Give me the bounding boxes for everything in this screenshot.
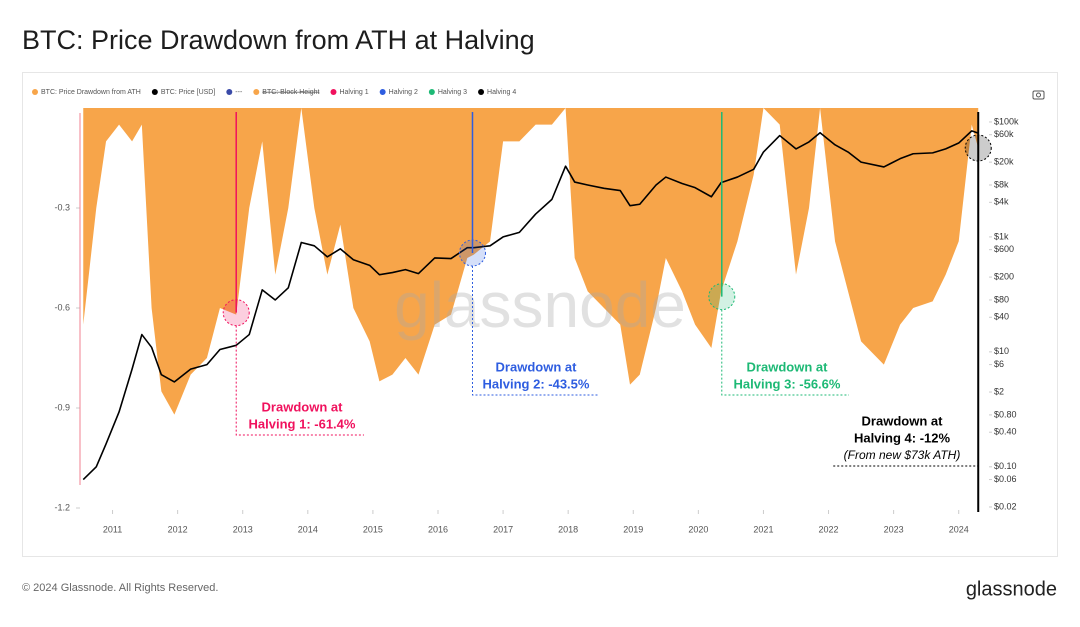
y2-tick-label: $40 — [994, 312, 1009, 322]
legend-marker — [330, 89, 337, 95]
x-tick-label: 2017 — [493, 524, 513, 534]
annotation: Halving 2: -43.5% — [483, 376, 590, 391]
x-tick-label: 2021 — [753, 524, 773, 534]
y2-tick-label: $0.10 — [994, 461, 1017, 471]
legend-label: BTC: Block Height — [262, 89, 319, 96]
drawdown-area — [83, 108, 979, 415]
legend-marker — [478, 89, 485, 95]
price-line — [82, 130, 979, 481]
annotation-leader — [235, 325, 364, 436]
y2-tick-label: $2 — [994, 386, 1004, 396]
y2-tick-label: $0.40 — [994, 427, 1017, 437]
halving-marker — [708, 283, 736, 311]
copyright: © 2024 Glassnode. All Rights Reserved. — [22, 582, 218, 594]
halving-marker — [458, 239, 486, 267]
legend-label: BTC: Price [USD] — [161, 89, 216, 96]
annotation: Halving 1: -61.4% — [249, 416, 356, 431]
y2-tick-label: $600 — [994, 244, 1014, 254]
y-tick-label: -0.9 — [54, 402, 70, 412]
y2-tick-label: $200 — [994, 271, 1014, 281]
watermark: glassnode — [394, 269, 686, 341]
annotation-leader — [832, 161, 979, 467]
x-tick-label: 2016 — [428, 524, 448, 534]
y2-tick-label: $60k — [994, 129, 1014, 139]
x-tick-label: 2012 — [168, 524, 188, 534]
legend-label: Halving 3 — [438, 89, 467, 96]
y2-tick-label: $1k — [994, 231, 1009, 241]
y-tick-label: -1.2 — [54, 502, 70, 512]
annotation: Drawdown at — [496, 359, 578, 374]
annotation-leader — [721, 309, 849, 396]
annotation: Drawdown at — [747, 359, 829, 374]
y2-tick-label: $8k — [994, 179, 1009, 189]
x-tick-label: 2014 — [298, 524, 318, 534]
legend-marker — [151, 89, 158, 95]
halving-marker — [964, 134, 992, 162]
x-tick-label: 2018 — [558, 524, 578, 534]
legend-marker — [226, 89, 233, 95]
y2-tick-label: $4k — [994, 197, 1009, 207]
x-tick-label: 2020 — [688, 524, 708, 534]
y2-tick-label: $20k — [994, 157, 1014, 167]
x-tick-label: 2019 — [623, 524, 643, 534]
annotation: Halving 4: -12% — [854, 430, 951, 445]
x-tick-label: 2013 — [233, 524, 253, 534]
y2-tick-label: $100k — [994, 116, 1019, 126]
page-title: BTC: Price Drawdown from ATH at Halving — [22, 25, 535, 55]
y2-tick-label: $6 — [994, 359, 1004, 369]
halving-marker — [222, 299, 250, 327]
y2-tick-label: $0.02 — [994, 501, 1017, 511]
x-tick-label: 2011 — [103, 524, 122, 534]
y-tick-label: -0.6 — [54, 302, 70, 312]
y2-tick-label: $0.80 — [994, 409, 1017, 419]
x-tick-label: 2024 — [949, 524, 969, 534]
y2-tick-label: $80 — [994, 294, 1009, 304]
y2-tick-label: $10 — [994, 346, 1009, 356]
y-tick-label: -0.3 — [54, 202, 70, 212]
brand-logo: glassnode — [966, 578, 1057, 600]
x-tick-label: 2022 — [819, 524, 839, 534]
legend-label: BTC: Price Drawdown from ATH — [41, 89, 141, 96]
x-tick-label: 2023 — [884, 524, 904, 534]
legend-label: Halving 1 — [339, 89, 368, 96]
camera-icon[interactable] — [1032, 90, 1045, 100]
legend-label: Halving 4 — [487, 89, 516, 96]
legend-marker — [428, 89, 435, 95]
legend-label: Halving 2 — [389, 89, 418, 96]
x-tick-label: 2015 — [363, 524, 383, 534]
y2-tick-label: $0.06 — [994, 474, 1017, 484]
legend-marker — [379, 89, 386, 95]
annotation: Halving 3: -56.6% — [734, 376, 841, 391]
annotation: Drawdown at — [262, 399, 344, 414]
annotation: (From new $73k ATH) — [844, 448, 961, 462]
legend-label: --- — [235, 89, 243, 96]
legend-marker — [253, 89, 260, 95]
annotation-leader — [471, 266, 598, 396]
annotation: Drawdown at — [862, 413, 944, 428]
legend-marker — [32, 89, 38, 95]
